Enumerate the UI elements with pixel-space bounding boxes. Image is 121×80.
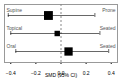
svg-text:0.2: 0.2 (83, 70, 90, 76)
svg-text:−0.4: −0.4 (6, 70, 16, 76)
svg-text:Supine: Supine (7, 7, 23, 13)
svg-text:SMD (95% CI): SMD (95% CI) (45, 72, 78, 78)
svg-text:Seated: Seated (100, 25, 116, 31)
svg-text:−0.2: −0.2 (31, 70, 41, 76)
svg-text:Oral: Oral (7, 43, 16, 49)
svg-text:Topical: Topical (7, 25, 23, 31)
svg-text:Seated: Seated (100, 43, 116, 49)
svg-text:Prone: Prone (102, 7, 116, 13)
svg-text:0.4: 0.4 (108, 70, 115, 76)
